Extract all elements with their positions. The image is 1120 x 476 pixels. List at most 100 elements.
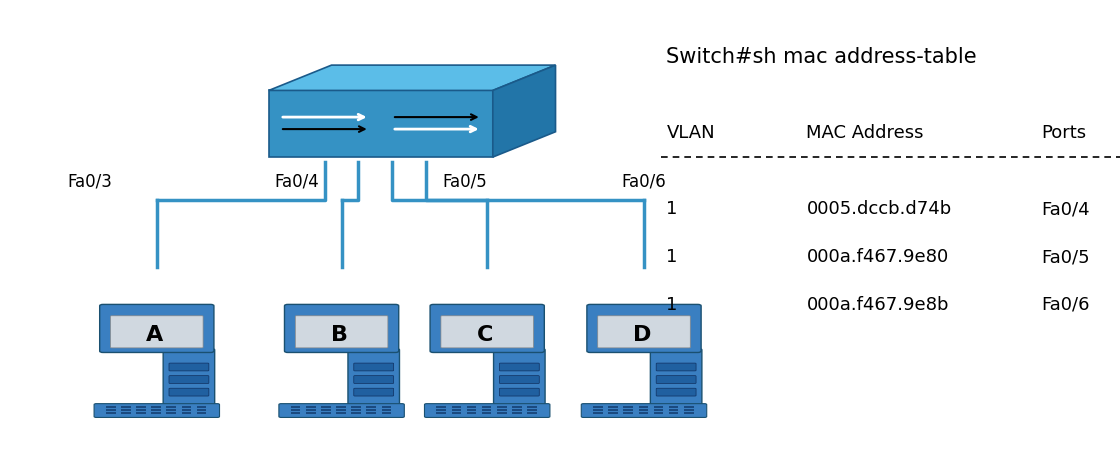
- Bar: [106, 409, 115, 411]
- Bar: [684, 412, 693, 414]
- FancyBboxPatch shape: [279, 404, 404, 417]
- Bar: [451, 412, 461, 414]
- Bar: [382, 406, 391, 407]
- Polygon shape: [269, 90, 493, 157]
- Bar: [336, 412, 346, 414]
- Bar: [467, 406, 476, 407]
- Bar: [306, 409, 316, 411]
- FancyBboxPatch shape: [354, 388, 393, 396]
- Bar: [352, 412, 361, 414]
- Bar: [291, 412, 300, 414]
- Polygon shape: [269, 65, 556, 90]
- Bar: [366, 406, 376, 407]
- Bar: [137, 406, 146, 407]
- Bar: [669, 412, 679, 414]
- Bar: [684, 406, 693, 407]
- Text: VLAN: VLAN: [666, 124, 715, 142]
- FancyBboxPatch shape: [296, 316, 388, 348]
- Bar: [482, 412, 492, 414]
- Bar: [654, 412, 663, 414]
- Bar: [306, 406, 316, 407]
- Bar: [151, 412, 161, 414]
- FancyBboxPatch shape: [169, 376, 208, 384]
- Bar: [528, 409, 536, 411]
- Text: Fa0/4: Fa0/4: [1042, 200, 1090, 218]
- Bar: [512, 406, 522, 407]
- Bar: [638, 409, 648, 411]
- Bar: [608, 406, 618, 407]
- FancyBboxPatch shape: [587, 305, 701, 352]
- Bar: [684, 409, 693, 411]
- Bar: [467, 412, 476, 414]
- FancyBboxPatch shape: [500, 376, 539, 384]
- Bar: [608, 412, 618, 414]
- Text: 1: 1: [666, 296, 678, 314]
- Bar: [437, 406, 446, 407]
- Bar: [624, 412, 633, 414]
- Bar: [106, 412, 115, 414]
- FancyBboxPatch shape: [598, 316, 690, 348]
- Bar: [654, 409, 663, 411]
- Bar: [181, 409, 192, 411]
- Bar: [181, 412, 192, 414]
- Bar: [451, 409, 461, 411]
- Bar: [366, 409, 376, 411]
- Text: Fa0/6: Fa0/6: [622, 172, 666, 190]
- Bar: [437, 409, 446, 411]
- Text: Switch#sh mac address-table: Switch#sh mac address-table: [666, 47, 977, 67]
- FancyBboxPatch shape: [581, 404, 707, 417]
- Bar: [137, 409, 146, 411]
- Bar: [497, 409, 506, 411]
- Bar: [321, 409, 330, 411]
- Bar: [467, 409, 476, 411]
- Text: Fa0/6: Fa0/6: [1042, 296, 1090, 314]
- FancyBboxPatch shape: [500, 388, 539, 396]
- FancyBboxPatch shape: [500, 363, 539, 371]
- Bar: [451, 406, 461, 407]
- FancyBboxPatch shape: [424, 404, 550, 417]
- Bar: [512, 412, 522, 414]
- Bar: [197, 406, 206, 407]
- Bar: [654, 406, 663, 407]
- Bar: [151, 409, 161, 411]
- Bar: [121, 409, 131, 411]
- Bar: [512, 409, 522, 411]
- Text: A: A: [146, 325, 164, 345]
- FancyBboxPatch shape: [354, 363, 393, 371]
- FancyBboxPatch shape: [111, 316, 203, 348]
- Bar: [121, 412, 131, 414]
- FancyBboxPatch shape: [100, 305, 214, 352]
- Bar: [669, 406, 679, 407]
- Text: 1: 1: [666, 248, 678, 266]
- Text: Ports: Ports: [1042, 124, 1086, 142]
- Bar: [594, 406, 603, 407]
- FancyBboxPatch shape: [169, 388, 208, 396]
- Bar: [624, 406, 633, 407]
- FancyBboxPatch shape: [94, 404, 220, 417]
- Text: Fa0/3: Fa0/3: [67, 172, 112, 190]
- Bar: [352, 406, 361, 407]
- FancyBboxPatch shape: [148, 350, 166, 351]
- Bar: [137, 412, 146, 414]
- Bar: [181, 406, 192, 407]
- Bar: [151, 406, 161, 407]
- Bar: [528, 412, 536, 414]
- Bar: [167, 409, 176, 411]
- Bar: [482, 409, 492, 411]
- Bar: [624, 409, 633, 411]
- Bar: [594, 412, 603, 414]
- FancyBboxPatch shape: [169, 363, 208, 371]
- Text: 000a.f467.9e8b: 000a.f467.9e8b: [806, 296, 949, 314]
- Bar: [382, 409, 391, 411]
- FancyBboxPatch shape: [164, 349, 215, 408]
- Bar: [291, 406, 300, 407]
- Polygon shape: [493, 65, 556, 157]
- Bar: [167, 412, 176, 414]
- Bar: [608, 409, 618, 411]
- FancyBboxPatch shape: [635, 350, 653, 351]
- Text: C: C: [477, 325, 493, 345]
- Bar: [306, 412, 316, 414]
- Bar: [336, 409, 346, 411]
- Text: 000a.f467.9e80: 000a.f467.9e80: [806, 248, 949, 266]
- Text: Fa0/5: Fa0/5: [442, 172, 487, 190]
